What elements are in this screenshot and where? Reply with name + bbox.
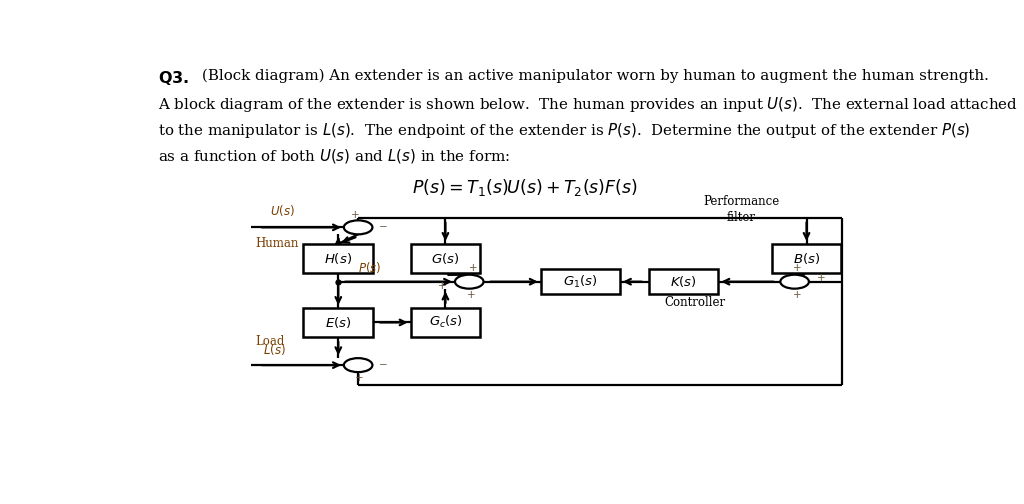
- Circle shape: [344, 220, 373, 234]
- Text: to the manipulator is $L(s)$.  The endpoint of the extender is $P(s)$.  Determin: to the manipulator is $L(s)$. The endpoi…: [158, 121, 971, 141]
- Text: $-$: $-$: [378, 220, 387, 230]
- Circle shape: [455, 275, 483, 289]
- Text: $E(s)$: $E(s)$: [325, 315, 351, 330]
- Bar: [303, 308, 373, 337]
- Bar: [772, 244, 842, 273]
- Text: +: +: [817, 273, 826, 283]
- Text: Performance
filter: Performance filter: [703, 195, 779, 224]
- Text: $\mathbf{Q3.}$: $\mathbf{Q3.}$: [158, 69, 189, 87]
- Bar: [303, 244, 373, 273]
- Text: $L(s)$: $L(s)$: [263, 342, 287, 357]
- Text: $B(s)$: $B(s)$: [793, 251, 820, 266]
- Circle shape: [780, 275, 809, 289]
- Text: $G(s)$: $G(s)$: [431, 251, 460, 266]
- Text: Human: Human: [255, 237, 298, 250]
- Text: as a function of both $U(s)$ and $L(s)$ in the form:: as a function of both $U(s)$ and $L(s)$ …: [158, 147, 510, 165]
- Text: $U(s)$: $U(s)$: [270, 203, 295, 218]
- Text: +: +: [355, 373, 365, 384]
- Text: Controller: Controller: [665, 296, 726, 309]
- Text: $P(s)$: $P(s)$: [358, 261, 382, 276]
- Text: $H(s)$: $H(s)$: [325, 251, 352, 266]
- Text: Load: Load: [255, 336, 285, 348]
- Bar: [411, 308, 480, 337]
- Text: +: +: [793, 290, 802, 300]
- Text: $K(s)$: $K(s)$: [670, 274, 697, 289]
- Bar: [648, 269, 719, 294]
- Text: $G_1(s)$: $G_1(s)$: [563, 274, 598, 290]
- Text: +: +: [793, 264, 802, 274]
- Text: (Block diagram) An extender is an active manipulator worn by human to augment th: (Block diagram) An extender is an active…: [202, 69, 989, 83]
- Text: +: +: [438, 281, 446, 291]
- Text: A block diagram of the extender is shown below.  The human provides an input $U(: A block diagram of the extender is shown…: [158, 95, 1018, 114]
- Bar: [411, 244, 480, 273]
- Text: $G_c(s)$: $G_c(s)$: [429, 314, 462, 331]
- Bar: [541, 269, 620, 294]
- Text: +: +: [350, 210, 359, 220]
- Text: +: +: [469, 264, 477, 274]
- Text: $P(s) = T_1(s)U(s) + T_2(s)F(s)$: $P(s) = T_1(s)U(s) + T_2(s)F(s)$: [412, 177, 638, 198]
- Circle shape: [344, 358, 373, 372]
- Text: $-$: $-$: [378, 358, 387, 368]
- Text: +: +: [467, 290, 476, 300]
